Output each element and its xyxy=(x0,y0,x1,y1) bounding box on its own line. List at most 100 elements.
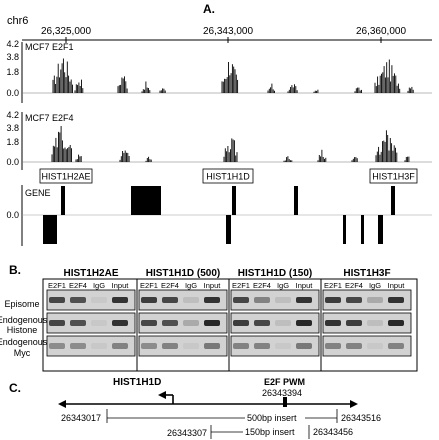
gel-band xyxy=(275,297,291,303)
left-coord-500: 26343017 xyxy=(61,413,101,423)
gel-band xyxy=(70,297,86,303)
gel-band xyxy=(112,320,128,326)
pwm-site-marker xyxy=(283,397,287,407)
lane-label: E2F1 xyxy=(324,281,342,290)
gel-band xyxy=(204,320,220,326)
track-e2f1-name: MCF7 E2F1 xyxy=(25,42,74,52)
gene-box-hist1h2ae xyxy=(39,168,93,184)
gel-band xyxy=(388,297,404,303)
gene-block xyxy=(61,186,65,215)
gene-track-tick: 0.0 xyxy=(6,210,19,220)
gene-track: GENE 0.0 xyxy=(6,185,432,246)
gel-band xyxy=(254,320,270,326)
gel-band xyxy=(325,297,341,303)
gel-band xyxy=(91,297,107,303)
row-label-episome: Episome xyxy=(4,299,39,309)
region-arrow-right xyxy=(350,400,358,408)
track-e2f4-tick-3: 1.8 xyxy=(6,137,19,147)
gene-label-hist1h3f: HIST1H3F xyxy=(372,172,415,182)
gel-group-title: HIST1H1D (500) xyxy=(146,268,220,279)
gel-band xyxy=(233,343,249,349)
track-e2f1-tick-4: 0.0 xyxy=(6,88,19,98)
coord-label-1: 26,325,000 xyxy=(41,26,91,37)
gel-band xyxy=(49,297,65,303)
gel-band xyxy=(367,297,383,303)
track-e2f4-tick-4: 0.0 xyxy=(6,157,19,167)
gel-band xyxy=(367,320,383,326)
gel-band xyxy=(162,320,178,326)
lane-label: E2F4 xyxy=(345,281,363,290)
gel-band xyxy=(162,297,178,303)
gel-band xyxy=(325,343,341,349)
track-e2f1-signal xyxy=(52,58,414,93)
gel-band xyxy=(325,320,341,326)
gel-band xyxy=(233,320,249,326)
gene-block xyxy=(226,215,231,244)
gel-group-title: HIST1H3F xyxy=(343,268,390,279)
row-label-histone-line1: Endogenous xyxy=(0,315,48,325)
promoter-arrow-head xyxy=(158,391,166,399)
gel-band xyxy=(183,320,199,326)
gel-band xyxy=(275,320,291,326)
lane-label: IgG xyxy=(185,281,197,290)
gel-band xyxy=(70,320,86,326)
gel-band xyxy=(112,297,128,303)
gel-band xyxy=(275,343,291,349)
pwm-label: E2F PWM xyxy=(264,377,305,387)
lane-label: E2F4 xyxy=(253,281,271,290)
region-arrow-left xyxy=(58,400,66,408)
track-e2f4-tick-1: 4.2 xyxy=(6,110,19,120)
gene-block xyxy=(343,215,346,244)
lane-label: IgG xyxy=(93,281,105,290)
right-coord-150: 26343456 xyxy=(313,427,353,437)
track-e2f4: MCF7 E2F4 4.2 3.8 1.8 0.0 xyxy=(6,110,432,170)
gel-band xyxy=(183,297,199,303)
gel-band xyxy=(233,297,249,303)
panel-c-letter: C. xyxy=(9,381,21,395)
lane-label: E2F4 xyxy=(161,281,179,290)
coord-label-3: 26,360,000 xyxy=(356,26,406,37)
gel-band xyxy=(204,343,220,349)
gel-band xyxy=(49,320,65,326)
gel-group-title: HIST1H2AE xyxy=(63,268,118,279)
pwm-coord: 26343394 xyxy=(262,388,302,398)
gel-band xyxy=(162,343,178,349)
gel-band xyxy=(183,343,199,349)
insert-500-label: 500bp insert xyxy=(247,413,297,423)
lane-label: Input xyxy=(204,281,222,290)
gel-band xyxy=(367,343,383,349)
track-e2f1-tick-2: 3.8 xyxy=(6,52,19,62)
gel-band xyxy=(296,343,312,349)
gel-band xyxy=(112,343,128,349)
chromosome-label: chr6 xyxy=(7,15,28,27)
gel-band xyxy=(346,343,362,349)
gene-block xyxy=(232,186,236,215)
row-label-myc-line2: Myc xyxy=(14,348,31,358)
gel-band xyxy=(296,297,312,303)
gel-band xyxy=(296,320,312,326)
track-e2f1: MCF7 E2F1 4.2 3.8 1.8 0.0 xyxy=(6,39,432,103)
gel-band xyxy=(388,320,404,326)
lane-label: E2F1 xyxy=(48,281,66,290)
lane-label: IgG xyxy=(277,281,289,290)
gel-band xyxy=(141,320,157,326)
track-e2f4-name: MCF7 E2F4 xyxy=(25,113,74,123)
lane-label: Input xyxy=(296,281,314,290)
gel-panel-frame xyxy=(42,278,418,372)
panel-b-letter: B. xyxy=(9,263,21,277)
gene-label-hist1h1d: HIST1H1D xyxy=(206,172,250,182)
gel-group-title: HIST1H1D (150) xyxy=(238,268,312,279)
gel-band xyxy=(388,343,404,349)
gel-band xyxy=(346,297,362,303)
gel-band xyxy=(91,343,107,349)
gel-band xyxy=(346,320,362,326)
gene-track-label: GENE xyxy=(25,188,51,198)
gene-block xyxy=(43,215,57,244)
row-label-histone-line2: Histone xyxy=(7,325,38,335)
lane-label: Input xyxy=(388,281,406,290)
track-e2f1-tick-3: 1.8 xyxy=(6,67,19,77)
track-e2f1-tick-1: 4.2 xyxy=(6,39,19,49)
gel-band xyxy=(141,297,157,303)
